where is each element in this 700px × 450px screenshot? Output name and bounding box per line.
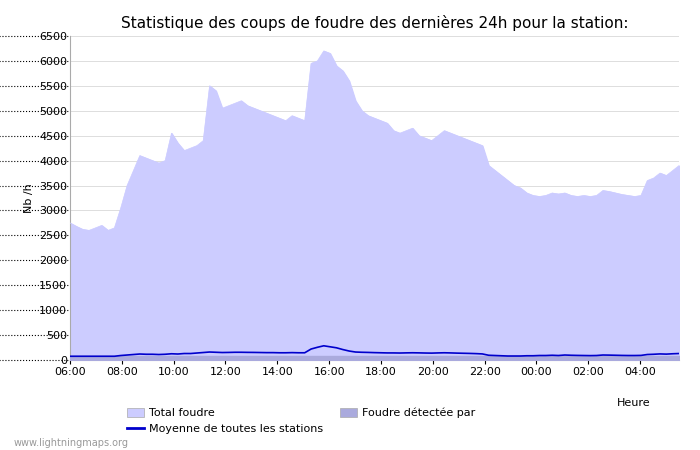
Legend: Total foudre, Moyenne de toutes les stations, Foudre détectée par: Total foudre, Moyenne de toutes les stat… (127, 408, 476, 434)
Text: www.lightningmaps.org: www.lightningmaps.org (14, 438, 129, 448)
Title: Statistique des coups de foudre des dernières 24h pour la station:: Statistique des coups de foudre des dern… (120, 15, 629, 31)
Text: Heure: Heure (617, 398, 651, 408)
Y-axis label: Nb /h: Nb /h (24, 183, 34, 213)
